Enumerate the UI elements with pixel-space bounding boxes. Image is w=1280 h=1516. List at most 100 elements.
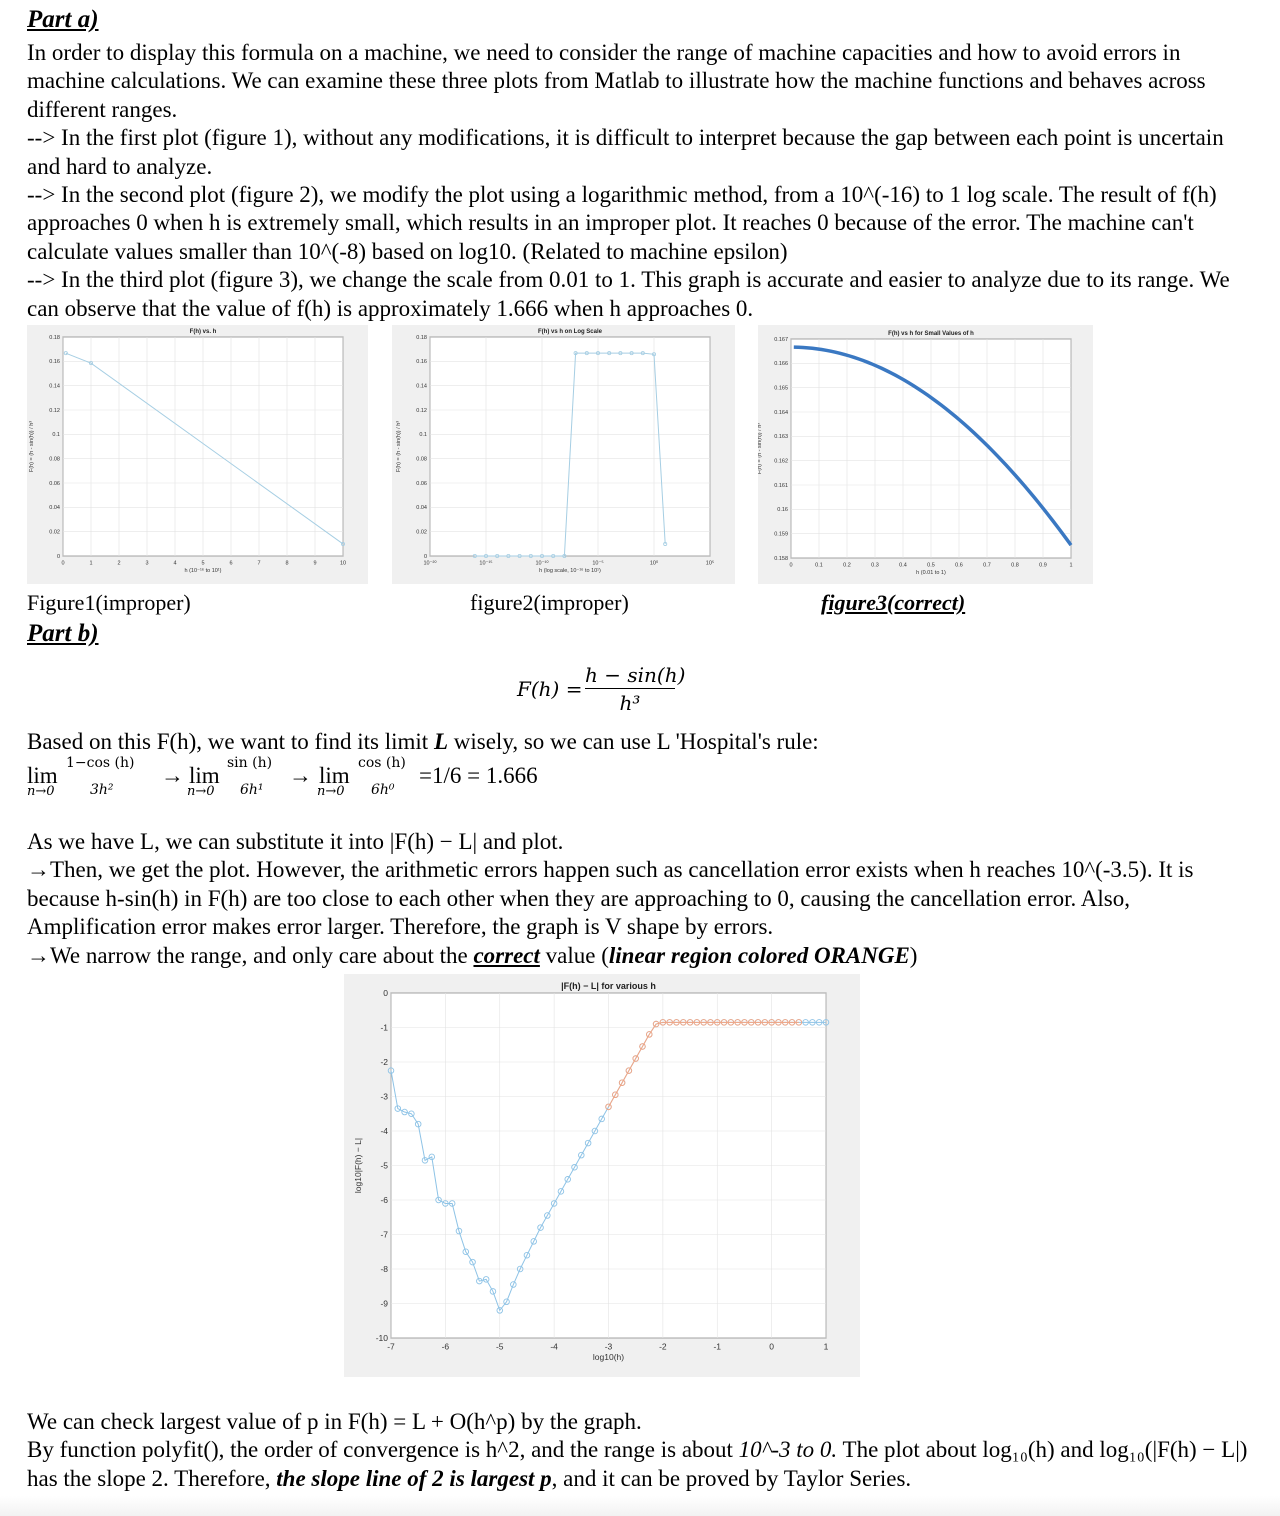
fig4-orange-point [652, 1020, 660, 1028]
fig4-orange-point [605, 1103, 612, 1111]
lhopital-limits: lim n→0 1−cos (h) 3h² → lim n→0 sin (h) … [27, 752, 627, 802]
fig2-xtick-label: 10⁻¹⁵ [479, 560, 492, 567]
fig2-data-point [539, 553, 544, 558]
fig2-ytick-label: 0 [424, 554, 427, 560]
part-a-heading: Part a) [27, 6, 99, 33]
fig1-ytick-label: 0.1 [52, 432, 60, 438]
fig4-blue-point [809, 1019, 816, 1026]
fig4-blue-point [571, 1163, 578, 1171]
fig4-orange-point [775, 1019, 782, 1026]
fig4-blue-point [578, 1151, 585, 1159]
fig4-blue-point [523, 1251, 531, 1259]
fig4-orange-point [727, 1019, 735, 1026]
conclusion-line-2: By function polyfit(), the order of conv… [27, 1436, 1257, 1493]
fig2-data-point [640, 351, 645, 356]
fig4-ytick-label: -7 [380, 1229, 388, 1239]
fig3-ytick-label: 0.159 [774, 532, 788, 538]
fig4-orange-point [686, 1019, 694, 1026]
fig4-blue-point [584, 1139, 592, 1147]
fig2-ytick-label: 0.14 [416, 384, 427, 390]
fig4-xtick-label: -2 [659, 1342, 667, 1352]
fig4-blue-point [435, 1196, 442, 1204]
lim-1-word: lim [27, 763, 58, 788]
fig4-blue-point [469, 1258, 476, 1266]
formula-denominator: h³ [619, 691, 641, 715]
formula-numerator: h − sin(h) [585, 663, 686, 687]
fig4-orange-point [625, 1067, 633, 1074]
part-b-p3-c: ) [909, 942, 918, 968]
conclusion-line-1: We can check largest value of p in F(h) … [27, 1409, 642, 1434]
fig2-data-point [528, 553, 533, 558]
fig3-ytick-label: 0.162 [774, 459, 788, 465]
part-b-p2: →Then, we get the plot. However, the ari… [27, 857, 1194, 940]
fig4-orange-point [680, 1019, 687, 1026]
fig2-data-point [629, 351, 634, 356]
fig4-blue-point [591, 1127, 599, 1135]
fig4-orange-point [781, 1019, 789, 1026]
fig2-data-point [517, 553, 522, 558]
fig2-data-point [618, 351, 623, 356]
fig4-ytick-label: -10 [376, 1333, 389, 1343]
fig3-ytick-label: 0.165 [774, 386, 788, 392]
fig1-xtick-label: 2 [117, 561, 120, 567]
fig4-orange-point [761, 1019, 769, 1026]
lim-3-word: lim [319, 763, 350, 788]
figure-4: -10 -9 -8 -7 -6 -5 -4 -3 -2 -1 0 -7 -6 -5 -4 -3 -2 -1 0 1 |F… [344, 974, 860, 1377]
fig3-xtick-label: 0.1 [815, 563, 823, 569]
fig2-ylabel: F(h) = (h - sin(h)) / h³ [396, 421, 402, 472]
fig4-xtick-label: -7 [387, 1342, 395, 1352]
fig1-data-point [63, 351, 68, 356]
fig4-orange-line [608, 1021, 799, 1108]
lim-2-den: 6h¹ [240, 782, 264, 798]
limit-intro: Based on this F(h), we want to find its … [27, 728, 819, 756]
fig4-orange-point [612, 1091, 619, 1099]
figure-3-plot: 0.158 0.159 0.16 0.161 0.162 0.163 0.164 0.165 0… [758, 331, 1073, 576]
fig3-xtick-label: 0.4 [899, 563, 907, 569]
fig1-xtick-label: 10 [340, 561, 346, 567]
fig2-data-point [573, 351, 578, 356]
fig3-ytick-label: 0.161 [774, 483, 788, 489]
fig4-blue-point [462, 1248, 470, 1256]
conclusion-2a: By function polyfit(), the order of conv… [27, 1437, 733, 1463]
fig1-ytick-label: 0.12 [49, 408, 60, 414]
fig4-ytick-label: -3 [380, 1091, 388, 1101]
limit-intro-L: L [433, 729, 449, 754]
arrow-1: → [161, 763, 184, 788]
fig3-ytick-label: 0.164 [774, 410, 788, 416]
fig1-ytick-label: 0.04 [49, 505, 60, 511]
fig4-blue-point [537, 1224, 544, 1231]
part-b-p3: →We narrow the range, and only care abou… [27, 942, 1257, 970]
fig4-blue-point [510, 1281, 517, 1288]
part-a-bullet-1: --> In the first plot (figure 1), withou… [27, 125, 1224, 179]
fig4-ytick-label: -2 [380, 1057, 388, 1067]
fig1-ytick-label: 0.08 [49, 457, 60, 463]
fig4-orange-point [632, 1055, 639, 1062]
fig4-blue-point [414, 1120, 422, 1128]
fig3-ytick-label: 0.163 [774, 434, 788, 440]
fig3-xtick-label: 0.3 [871, 563, 879, 569]
page-bottom-strip [0, 1496, 1280, 1516]
figure-2: 0 0.02 0.04 0.06 0.08 0.1 0.12 0.14 0.16 0.18 10⁻²… [392, 325, 735, 584]
fig4-orange-point [714, 1019, 721, 1026]
figure-1-caption: Figure1(improper) [27, 590, 191, 615]
fig3-series-line [793, 345, 1073, 547]
fig4-blue-point [530, 1238, 537, 1245]
fig2-xtick-label: 10⁻⁵ [592, 560, 603, 567]
fig3-ytick-label: 0.166 [774, 361, 788, 367]
fig3-xtick-label: 1 [1069, 563, 1072, 569]
part-b-p1: As we have L, we can substitute it into … [27, 829, 564, 854]
fig4-blue-point [557, 1188, 565, 1195]
conclusion: We can check largest value of p in F(h) … [27, 1408, 1257, 1493]
fig1-xtick-label: 5 [201, 561, 204, 567]
fig4-blue-point [802, 1019, 809, 1026]
fig3-xtick-label: 0 [789, 563, 792, 569]
limit-result: =1/6 = 1.666 [419, 763, 538, 788]
fig4-orange-point [754, 1019, 762, 1026]
fig4-blue-point [408, 1110, 415, 1117]
fig2-ytick-label: 0.04 [416, 505, 427, 511]
fig2-data-point [584, 351, 589, 356]
fig1-series-line [65, 352, 344, 545]
conclusion-range: 10^-3 to 0. [738, 1437, 838, 1463]
fig4-xlabel: log10(h) [593, 1352, 624, 1362]
fig4-orange-point [788, 1019, 796, 1026]
